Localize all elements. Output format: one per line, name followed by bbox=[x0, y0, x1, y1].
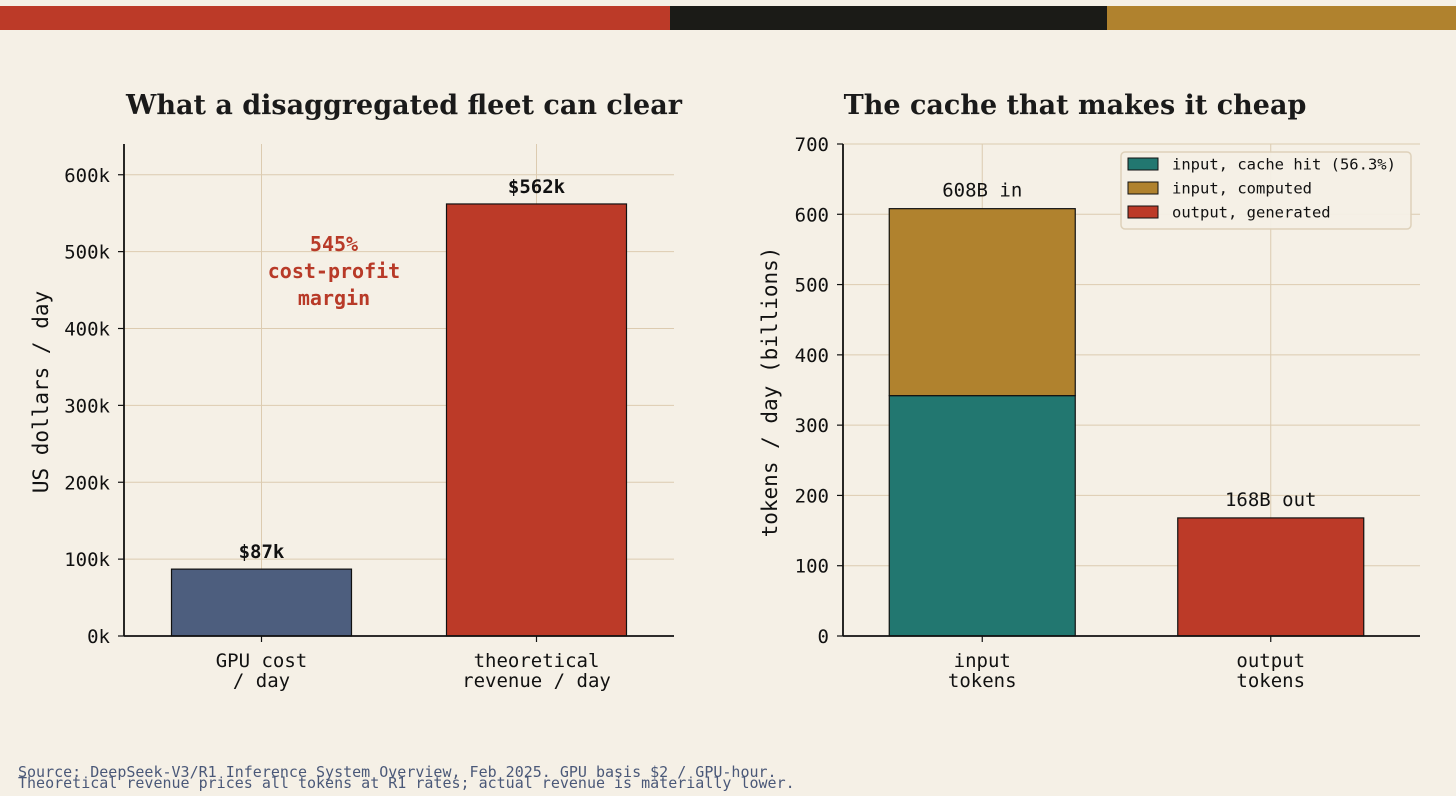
chart2-legend-entry: input, computed bbox=[1172, 180, 1312, 198]
chart2-y-tick-label: 200 bbox=[795, 485, 829, 507]
chart2-y-tick-label: 700 bbox=[795, 134, 829, 156]
chart1-x-tick-label-line: theoretical bbox=[474, 650, 600, 672]
source-note-line-1: Source: DeepSeek-V3/R1 Inference System … bbox=[18, 763, 777, 781]
chart2-title: The cache that makes it cheap bbox=[844, 90, 1307, 121]
chart2-y-axis-label: tokens / day (billions) bbox=[758, 247, 782, 538]
top-bar-red-segment bbox=[0, 6, 670, 30]
chart2-legend-swatch bbox=[1127, 205, 1159, 219]
chart1-y-tick-label: 0k bbox=[87, 626, 110, 648]
chart2-y-tick-label: 300 bbox=[795, 415, 829, 437]
chart1-y-tick-label: 100k bbox=[64, 549, 110, 571]
chart2-legend-swatch bbox=[1127, 181, 1159, 195]
chart1-y-tick-label: 400k bbox=[64, 319, 110, 341]
chart1-y-tick-label: 600k bbox=[64, 165, 110, 187]
top-color-bar bbox=[0, 6, 1456, 30]
chart2-legend-box bbox=[1120, 151, 1412, 230]
chart1-y-tick-label: 500k bbox=[64, 242, 110, 264]
chart1-value-label: $87k bbox=[239, 541, 285, 563]
chart1-y-axis-label: US dollars / day bbox=[29, 291, 53, 493]
chart2-total-label: 608B in bbox=[942, 180, 1022, 202]
chart1-x-tick-label-line: GPU cost bbox=[216, 650, 308, 672]
chart2-y-tick-label: 400 bbox=[795, 345, 829, 367]
chart2-x-tick-label: output tokens bbox=[1236, 650, 1305, 692]
chart2-bar-segment bbox=[888, 208, 1076, 397]
chart1-value-label: $562k bbox=[508, 176, 566, 198]
top-bar-black-segment bbox=[670, 6, 1107, 30]
chart2-legend: input, cache hit (56.3%) input, computed o… bbox=[1120, 151, 1412, 230]
chart2-x-tick-label: input tokens bbox=[948, 650, 1017, 692]
chart1-x-tick-label: GPU cost / day bbox=[216, 650, 308, 692]
chart1-margin-annotation-line: 545% bbox=[310, 232, 358, 256]
chart2-y-tick-label: 600 bbox=[795, 204, 829, 226]
chart1-margin-annotation-line: margin bbox=[298, 286, 370, 310]
chart2-y-tick-label: 500 bbox=[795, 275, 829, 297]
chart2-y-tick-label: 100 bbox=[795, 556, 829, 578]
chart1-bar bbox=[445, 203, 628, 637]
chart1-margin-annotation-line: cost-profit bbox=[268, 259, 400, 283]
source-note-line-2: Theoretical revenue prices all tokens at… bbox=[18, 774, 795, 792]
chart2-x-tick-label-line: tokens bbox=[948, 670, 1017, 692]
chart1-x-tick-label: theoretical revenue / day bbox=[462, 650, 611, 692]
chart2-legend-swatch bbox=[1127, 157, 1159, 171]
chart1-x-tick-label-line: / day bbox=[233, 670, 290, 692]
chart1-margin-annotation: 545% cost-profit margin bbox=[268, 232, 400, 310]
chart2-x-tick-label-line: input bbox=[954, 650, 1011, 672]
chart2-bar-segment bbox=[888, 395, 1076, 637]
chart2-legend-entry: input, cache hit (56.3%) bbox=[1172, 156, 1396, 174]
chart2-y-tick-label: 0 bbox=[818, 626, 829, 648]
chart2-bar-segment bbox=[1177, 517, 1365, 637]
chart1-bar bbox=[170, 568, 353, 637]
chart2-x-tick-label-line: output bbox=[1236, 650, 1305, 672]
top-bar-gold-segment bbox=[1107, 6, 1456, 30]
chart2-legend-entry: output, generated bbox=[1172, 204, 1331, 222]
chart1-y-tick-label: 300k bbox=[64, 395, 110, 417]
charts-figure: What a disaggregated fleet can clear $87k… bbox=[29, 90, 1420, 692]
chart1-x-tick-label-line: revenue / day bbox=[462, 670, 611, 692]
chart2-total-label: 168B out bbox=[1225, 489, 1317, 511]
chart1-title: What a disaggregated fleet can clear bbox=[125, 90, 683, 121]
chart2-x-tick-label-line: tokens bbox=[1236, 670, 1305, 692]
chart1-y-tick-label: 200k bbox=[64, 472, 110, 494]
